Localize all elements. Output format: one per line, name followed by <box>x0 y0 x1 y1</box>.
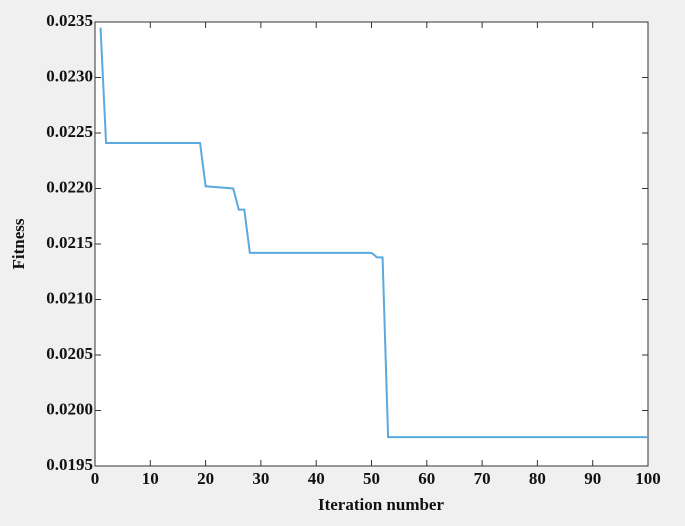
y-tick-label: 0.0235 <box>46 11 93 30</box>
x-tick-label: 80 <box>529 469 546 488</box>
y-tick-label: 0.0215 <box>46 233 93 252</box>
x-tick-label: 50 <box>363 469 380 488</box>
y-tick-label: 0.0220 <box>46 177 93 196</box>
plot-area <box>94 21 649 467</box>
y-tick-label: 0.0200 <box>46 399 93 418</box>
x-axis-label: Iteration number <box>318 495 445 514</box>
x-tick-label: 0 <box>91 469 100 488</box>
y-tick-label: 0.0230 <box>46 66 93 85</box>
y-axis-label: Fitness <box>9 218 28 269</box>
x-tick-label: 10 <box>142 469 159 488</box>
y-tick-label: 0.0210 <box>46 288 93 307</box>
y-tick-label: 0.0195 <box>46 455 93 474</box>
y-tick-label: 0.0225 <box>46 122 93 141</box>
x-tick-label: 40 <box>308 469 325 488</box>
x-tick-label: 60 <box>418 469 435 488</box>
x-tick-label: 90 <box>584 469 601 488</box>
line-series <box>99 27 648 439</box>
x-tick-label: 30 <box>252 469 269 488</box>
x-tick-label: 70 <box>474 469 491 488</box>
x-tick-label: 100 <box>635 469 661 488</box>
x-tick-label: 20 <box>197 469 214 488</box>
y-tick-label: 0.0205 <box>46 344 93 363</box>
